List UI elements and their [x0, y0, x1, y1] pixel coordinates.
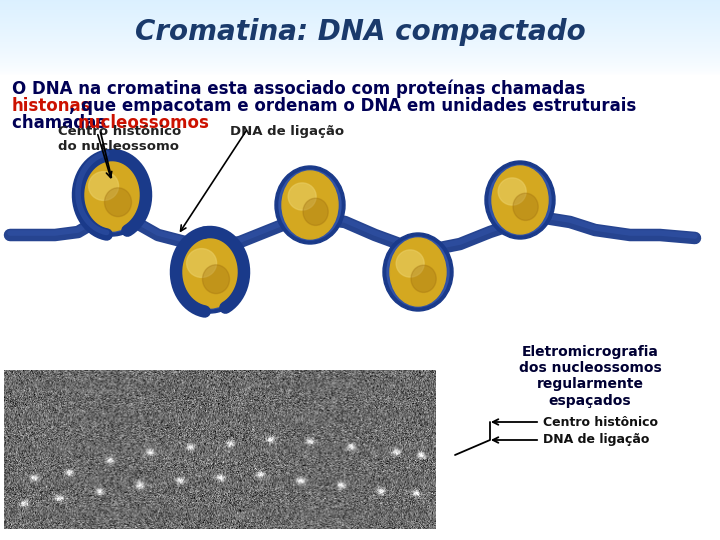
- Ellipse shape: [75, 154, 149, 236]
- Ellipse shape: [498, 178, 526, 205]
- Ellipse shape: [180, 236, 240, 308]
- Ellipse shape: [89, 172, 119, 200]
- Ellipse shape: [279, 170, 341, 240]
- Ellipse shape: [387, 237, 449, 307]
- Text: histonas: histonas: [12, 97, 91, 115]
- Text: Centro histônico: Centro histônico: [543, 415, 658, 429]
- Ellipse shape: [411, 265, 436, 292]
- Text: , que empacotam e ordenam o DNA em unidades estruturais: , que empacotam e ordenam o DNA em unida…: [69, 97, 636, 115]
- Text: DNA de ligação: DNA de ligação: [543, 434, 649, 447]
- Text: O DNA na cromatina esta associado com proteínas chamadas: O DNA na cromatina esta associado com pr…: [12, 80, 585, 98]
- Ellipse shape: [275, 166, 345, 244]
- Ellipse shape: [202, 265, 230, 294]
- Text: chamadas: chamadas: [12, 114, 112, 132]
- Text: Cromatina: DNA compactado: Cromatina: DNA compactado: [135, 18, 585, 46]
- Ellipse shape: [177, 235, 243, 309]
- Ellipse shape: [492, 166, 548, 234]
- Ellipse shape: [485, 161, 555, 239]
- Text: Eletromicrografia
dos nucleossomos
regularmente
espaçados: Eletromicrografia dos nucleossomos regul…: [518, 345, 662, 408]
- Ellipse shape: [186, 248, 217, 278]
- Ellipse shape: [104, 188, 132, 217]
- Ellipse shape: [396, 250, 424, 277]
- Text: nucleossomos: nucleossomos: [78, 114, 210, 132]
- Text: DNA de ligação: DNA de ligação: [230, 125, 344, 138]
- Ellipse shape: [513, 193, 539, 220]
- Ellipse shape: [489, 165, 551, 235]
- Ellipse shape: [390, 238, 446, 306]
- Ellipse shape: [79, 158, 145, 232]
- Ellipse shape: [82, 159, 142, 231]
- Ellipse shape: [288, 183, 316, 210]
- Text: Centro histônico
do nucleossomo: Centro histônico do nucleossomo: [58, 125, 181, 153]
- Ellipse shape: [173, 231, 247, 313]
- Ellipse shape: [282, 171, 338, 239]
- Ellipse shape: [383, 233, 453, 311]
- Ellipse shape: [303, 198, 328, 225]
